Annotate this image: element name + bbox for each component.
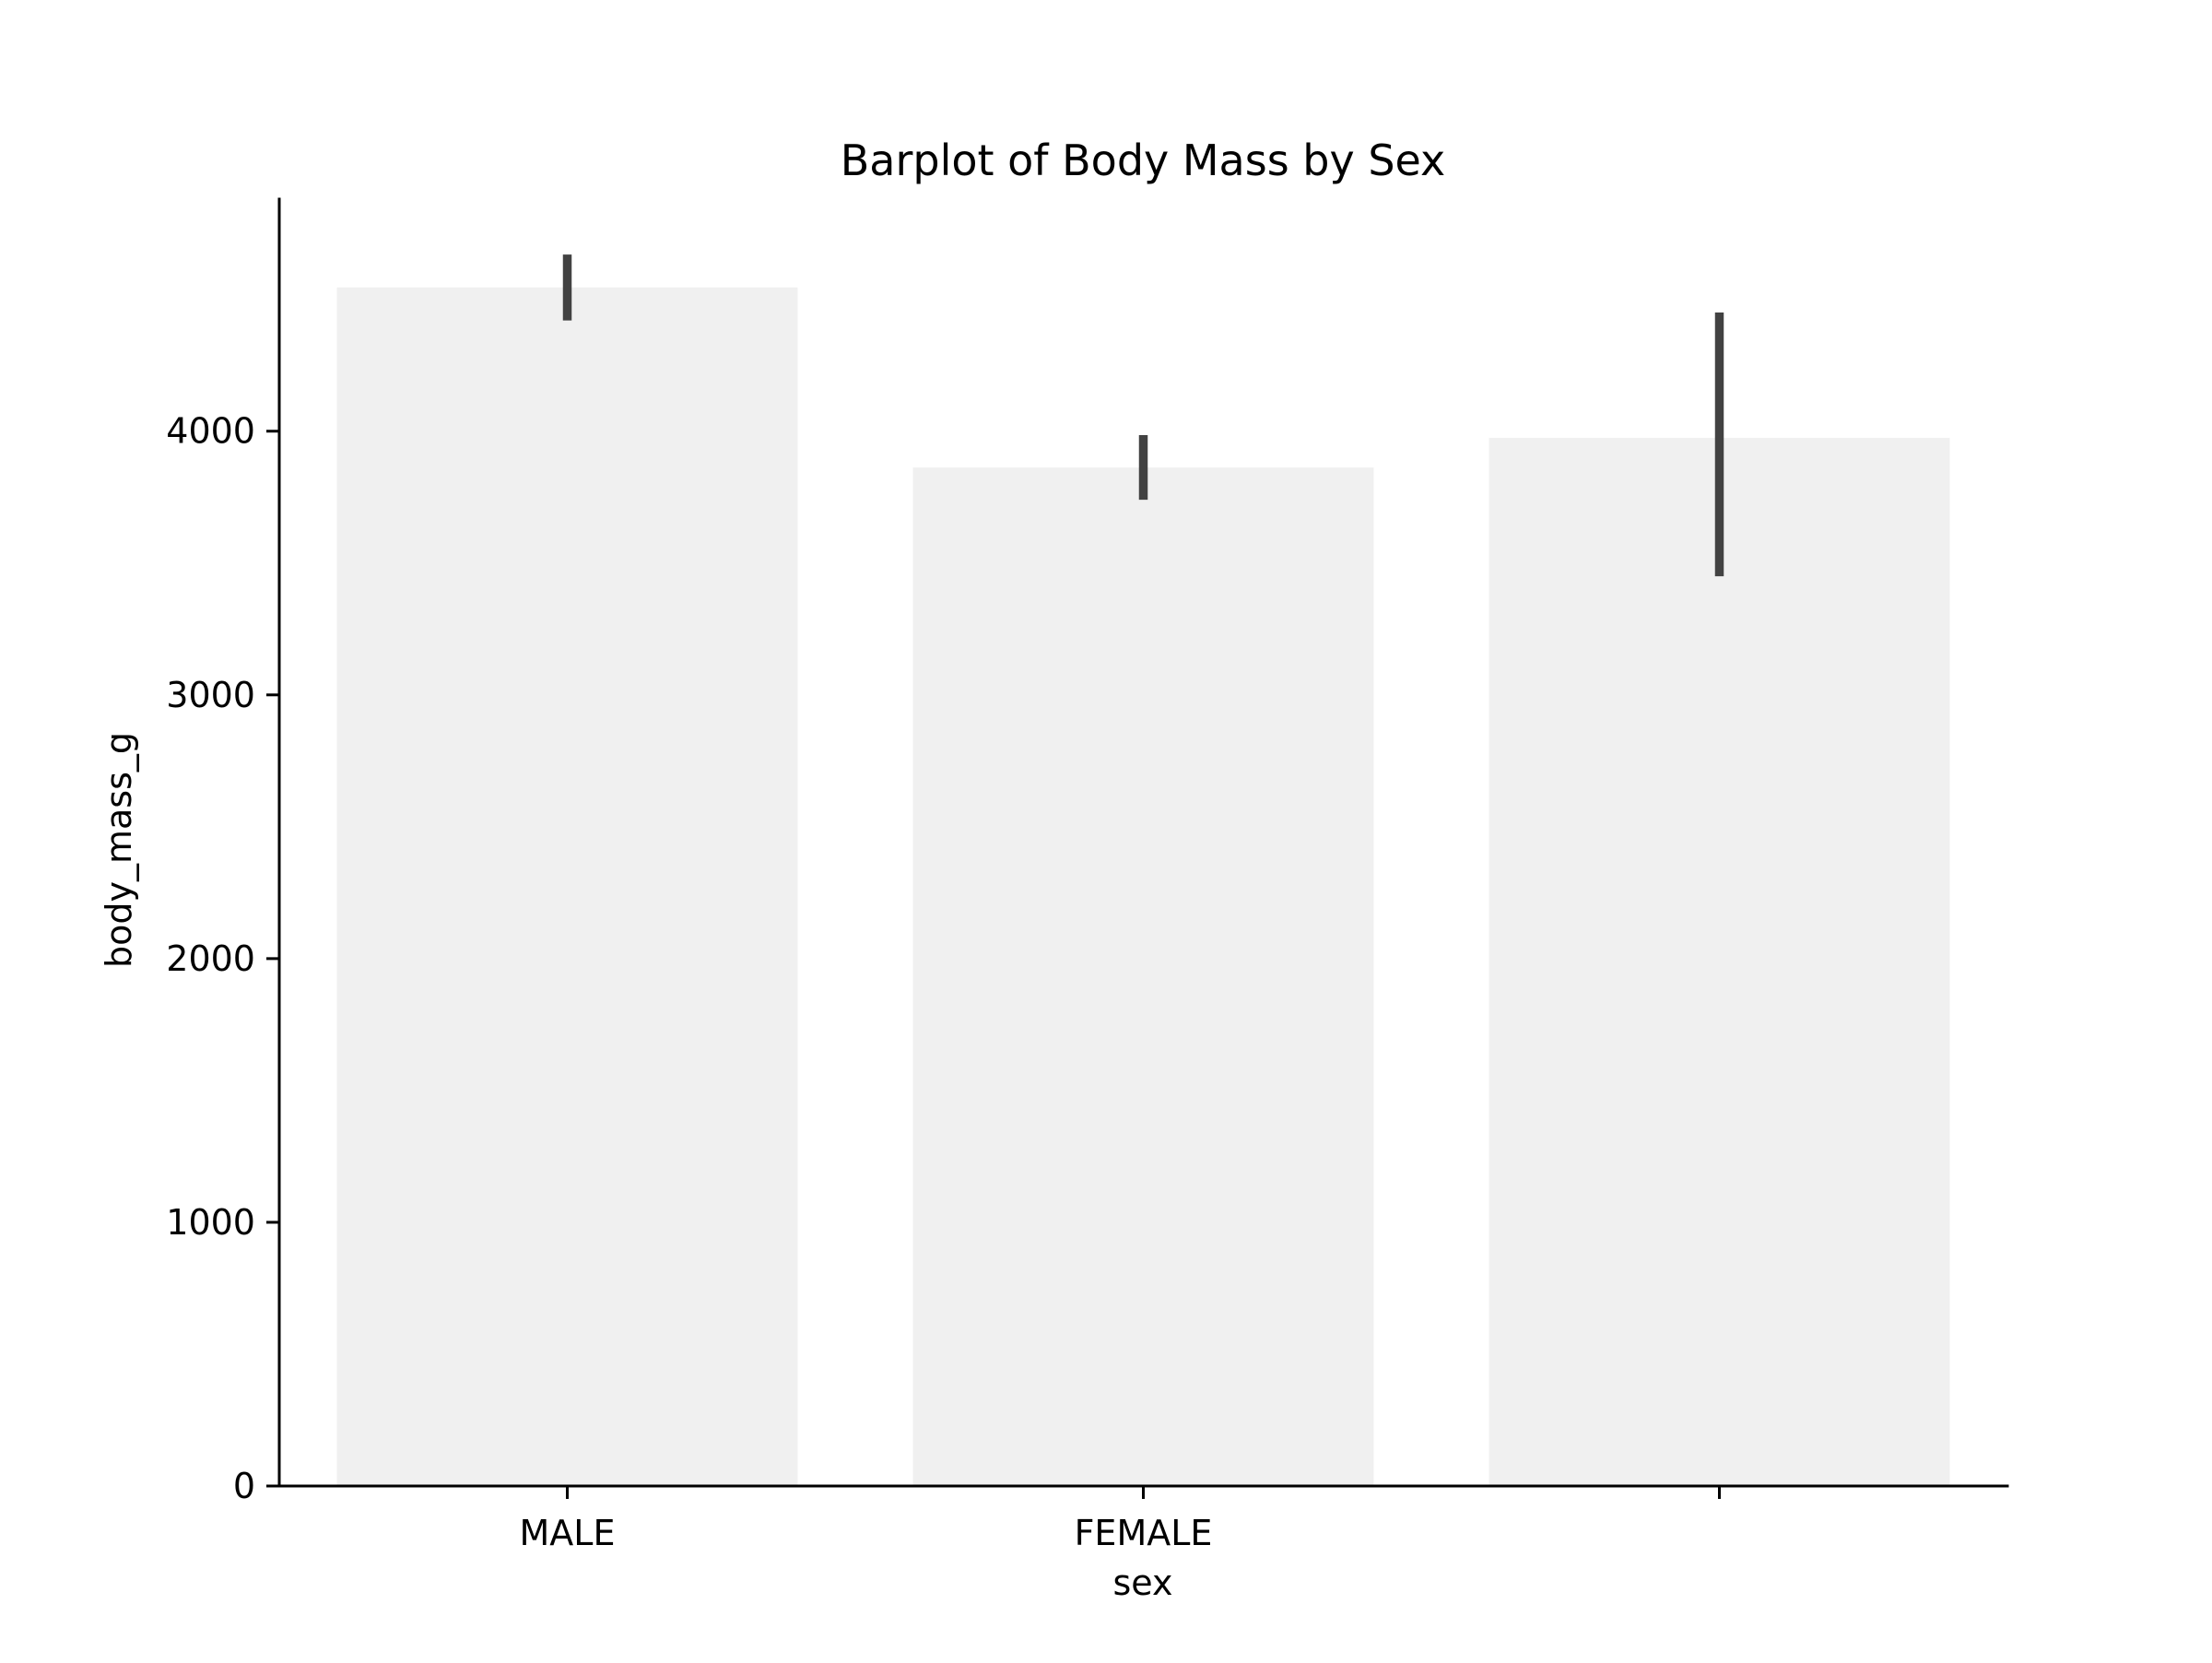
x-tick-label: FEMALE [1075, 1513, 1213, 1553]
bars-layer [336, 287, 1950, 1487]
y-tick-label: 4000 [166, 411, 255, 452]
y-tick-label: 3000 [166, 675, 255, 715]
y-tick-label: 1000 [166, 1202, 255, 1243]
y-tick-label: 2000 [166, 938, 255, 979]
y-tick-label: 0 [233, 1466, 255, 1506]
x-axis-label: sex [1113, 1563, 1173, 1603]
error-bars-layer [562, 254, 1724, 577]
y-ticks-layer: 0 1000 2000 3000 4000 [166, 411, 279, 1506]
bar-unlabeled [1488, 437, 1950, 1486]
y-axis-label: body_mass_g [99, 732, 139, 968]
chart-title: Barplot of Body Mass by Sex [841, 136, 1446, 185]
bar-male [336, 287, 798, 1486]
x-tick-label: MALE [520, 1513, 616, 1553]
x-ticks-layer: MALE FEMALE [520, 1486, 1721, 1553]
bar-female [912, 467, 1374, 1487]
